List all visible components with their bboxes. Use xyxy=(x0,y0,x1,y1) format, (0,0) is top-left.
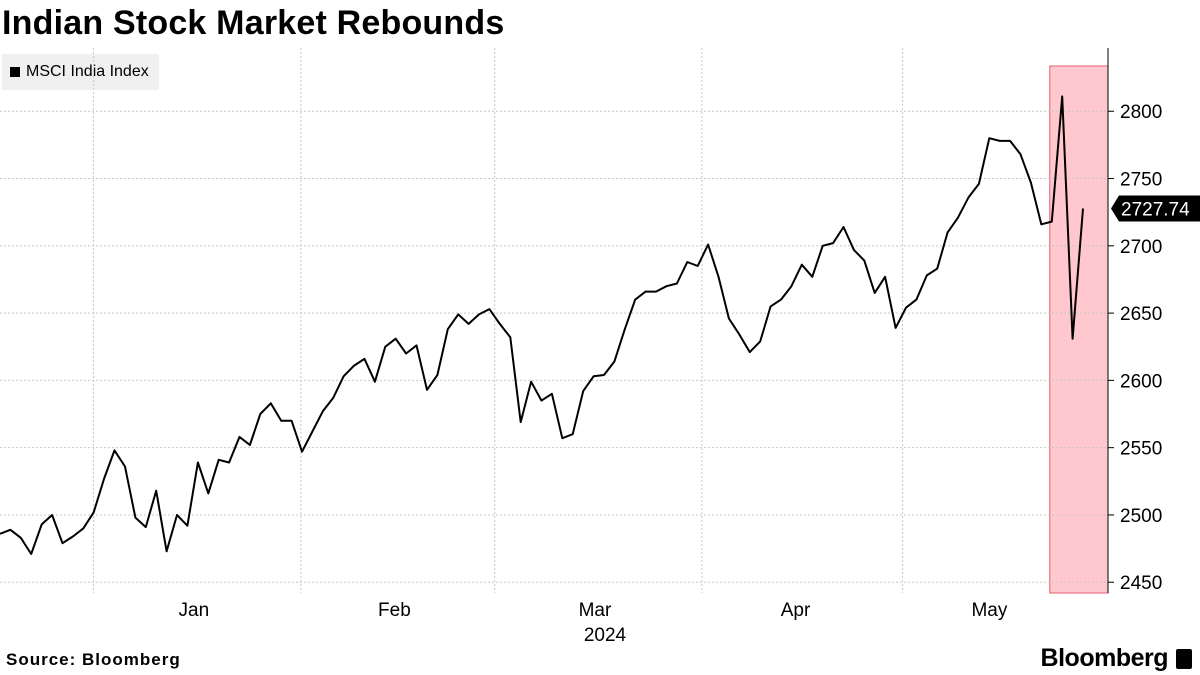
y-tick-label-2600: 2600 xyxy=(1120,371,1162,392)
highlight-region xyxy=(1049,65,1109,594)
legend-swatch xyxy=(10,67,20,77)
chart-title: Indian Stock Market Rebounds xyxy=(2,4,505,42)
y-axis-ticks: 2450 2500 2550 2600 2650 2700 2750 2800 xyxy=(1108,102,1162,594)
y-tick-label-2800: 2800 xyxy=(1120,102,1162,123)
x-tick-label-jan: Jan xyxy=(179,600,210,621)
x-tick-label-may: May xyxy=(971,600,1007,621)
x-tick-label-feb: Feb xyxy=(378,600,411,621)
x-tick-label-apr: Apr xyxy=(781,600,811,621)
legend-label: MSCI India Index xyxy=(26,63,149,80)
series-line-msci-india-index xyxy=(0,95,1084,555)
source-note: Source: Bloomberg xyxy=(6,650,181,669)
y-tick-label-2650: 2650 xyxy=(1120,304,1162,325)
y-tick-label-2500: 2500 xyxy=(1120,506,1162,527)
bloomberg-icon xyxy=(1176,649,1192,669)
x-axis-ticks: Jan Feb Mar Apr May xyxy=(179,600,1008,621)
x-axis-year: 2024 xyxy=(584,625,627,646)
last-value-label: 2727.74 xyxy=(1121,199,1190,220)
last-value-marker: 2727.74 xyxy=(1111,195,1200,222)
last-value-badge xyxy=(1111,195,1200,222)
x-tick-label-mar: Mar xyxy=(579,600,612,621)
y-tick-label-2750: 2750 xyxy=(1120,170,1162,191)
legend: MSCI India Index xyxy=(2,54,159,90)
brand-logo: Bloomberg xyxy=(1040,644,1169,672)
y-tick-label-2700: 2700 xyxy=(1120,237,1162,258)
horizontal-gridlines xyxy=(0,110,1108,583)
y-tick-label-2550: 2550 xyxy=(1120,439,1162,460)
vertical-gridlines xyxy=(93,48,903,593)
y-tick-label-2450: 2450 xyxy=(1120,573,1162,594)
